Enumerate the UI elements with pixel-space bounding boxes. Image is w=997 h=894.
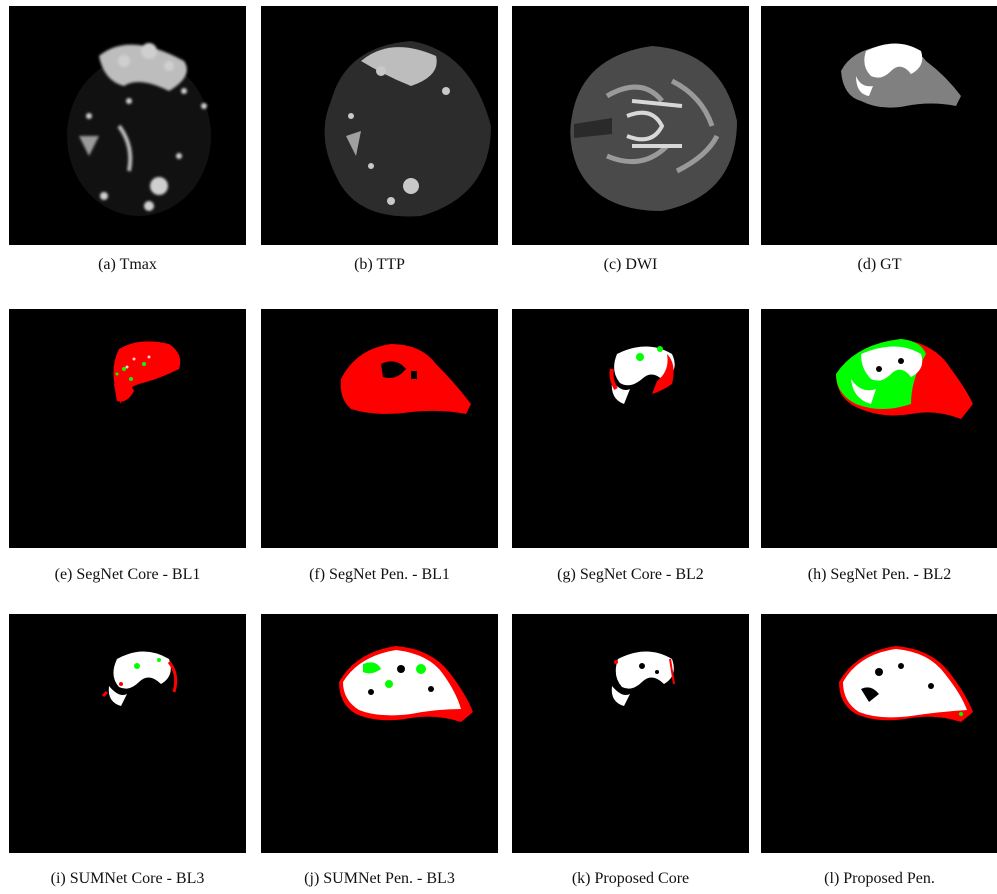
panel-ttp [261,6,498,245]
caption-c: (c) DWI [603,256,658,273]
proposed-core-overlay [611,651,675,706]
gt-mask-image [841,43,961,108]
caption-f: (f) SegNet Pen. - BL1 [309,566,450,583]
segnet-pen-bl1-overlay [340,344,471,414]
panel-dwi [512,6,749,245]
sumnet-pen-bl3-overlay [339,646,473,722]
panel-proposed-pen [761,614,997,853]
tmax-brain-image [67,43,211,216]
proposed-pen-overlay [839,646,973,722]
caption-j: (j) SUMNet Pen. - BL3 [304,870,455,887]
panel-proposed-core [512,614,749,853]
panel-sumnet-core-bl3 [9,614,246,853]
segnet-core-bl2-overlay [609,346,675,404]
ttp-brain-image [324,41,491,217]
segnet-pen-bl2-overlay [836,339,973,419]
caption-a: (a) Tmax [98,256,157,273]
panel-segnet-core-bl2 [512,309,749,548]
panel-segnet-pen-bl2 [761,309,997,548]
caption-i: (i) SUMNet Core - BL3 [50,870,205,887]
panel-gt [761,6,997,245]
panel-segnet-core-bl1 [9,309,246,548]
caption-k: (k) Proposed Core [571,870,690,887]
caption-h: (h) SegNet Pen. - BL2 [807,566,952,583]
caption-b: (b) TTP [354,256,405,273]
panel-sumnet-pen-bl3 [261,614,498,853]
caption-l: (l) Proposed Pen. [824,870,935,887]
caption-g: (g) SegNet Core - BL2 [557,566,704,583]
sumnet-core-bl3-overlay [101,651,178,706]
segnet-core-bl1-overlay [113,341,181,404]
dwi-brain-image [570,46,737,211]
caption-e: (e) SegNet Core - BL1 [54,566,201,583]
caption-d: (d) GT [857,256,902,273]
panel-segnet-pen-bl1 [261,309,498,548]
panel-tmax [9,6,246,245]
